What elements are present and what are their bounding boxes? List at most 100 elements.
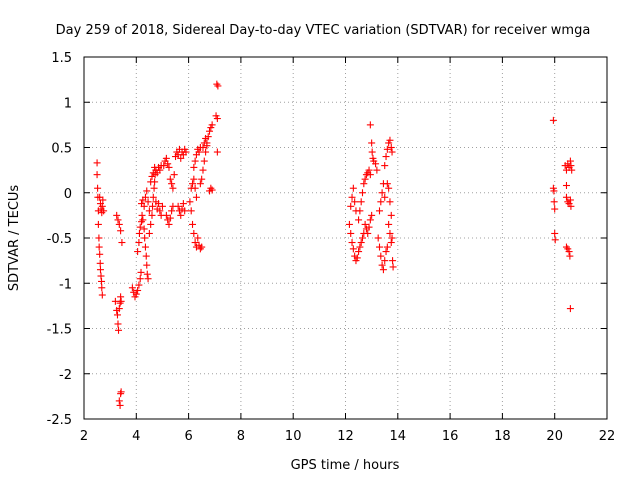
data-point <box>203 142 211 150</box>
y-tick-labels: -2.5 -2 -1.5 -1 -0.5 0 0.5 1 1.5 <box>47 51 72 428</box>
data-point <box>144 275 152 283</box>
data-point <box>149 169 157 177</box>
data-point <box>349 245 357 253</box>
data-point <box>135 229 143 237</box>
data-point <box>387 144 395 151</box>
data-point <box>208 121 216 129</box>
data-point <box>551 236 559 244</box>
data-point <box>141 193 149 201</box>
data-point <box>202 134 210 142</box>
data-point <box>356 243 364 251</box>
data-point <box>140 202 148 210</box>
data-point <box>115 326 123 334</box>
data-point <box>388 148 396 156</box>
data-point <box>162 154 170 162</box>
data-point <box>135 281 143 289</box>
data-point <box>387 239 395 247</box>
data-point <box>95 234 103 242</box>
data-point <box>373 166 381 174</box>
data-point <box>198 243 206 251</box>
data-point <box>115 397 123 405</box>
data-point <box>366 171 374 179</box>
data-point <box>345 220 353 228</box>
data-point <box>566 305 574 313</box>
data-point <box>550 198 558 206</box>
data-point <box>389 263 397 271</box>
x-axis-label: GPS time / hours <box>291 458 400 473</box>
data-point <box>118 239 126 247</box>
data-point <box>116 299 124 307</box>
data-point <box>148 172 156 180</box>
data-point <box>95 243 103 251</box>
data-point <box>382 248 390 256</box>
data-point <box>361 220 369 228</box>
data-point <box>381 193 389 201</box>
data-point <box>365 223 373 231</box>
data-point <box>190 175 198 183</box>
y-tick-label: 1 <box>64 96 72 111</box>
data-point <box>368 139 376 147</box>
x-tick-label: 16 <box>442 429 459 444</box>
x-tick-label: 18 <box>494 429 511 444</box>
data-point <box>375 207 383 215</box>
data-point <box>550 187 558 195</box>
data-point <box>141 234 149 242</box>
data-point <box>386 198 394 206</box>
data-point <box>177 211 185 219</box>
data-point <box>115 305 123 313</box>
data-point <box>379 266 387 274</box>
data-point <box>368 148 376 156</box>
x-tick-label: 6 <box>184 429 192 444</box>
data-point <box>165 220 173 228</box>
data-point <box>383 145 391 153</box>
data-point <box>113 311 121 319</box>
data-point <box>113 211 121 219</box>
data-point <box>386 229 394 237</box>
data-point <box>156 166 164 174</box>
data-point <box>549 116 557 124</box>
data-point <box>378 189 386 197</box>
y-tick-label: -2 <box>59 368 72 383</box>
data-point <box>93 171 101 179</box>
data-point <box>347 229 355 237</box>
data-points <box>93 80 576 409</box>
data-point <box>385 184 393 192</box>
data-point <box>191 184 199 192</box>
data-point <box>156 207 164 215</box>
data-point <box>353 254 361 262</box>
y-tick-label: 0.5 <box>51 142 72 157</box>
data-point <box>143 187 151 195</box>
data-point <box>98 284 106 292</box>
chart-title: Day 259 of 2018, Sidereal Day-to-day VTE… <box>56 23 591 38</box>
data-point <box>214 82 222 90</box>
data-point <box>381 257 389 265</box>
data-point <box>100 207 108 215</box>
data-point <box>132 290 140 298</box>
data-point <box>194 234 202 242</box>
data-point <box>139 216 147 224</box>
data-point <box>96 266 104 274</box>
y-tick-label: -0.5 <box>47 232 72 247</box>
data-point <box>98 202 106 210</box>
y-tick-label: -1.5 <box>47 323 72 338</box>
x-tick-label: 14 <box>390 429 407 444</box>
x-tick-label: 8 <box>237 429 245 444</box>
data-point <box>115 220 123 228</box>
data-point <box>158 202 166 210</box>
data-point <box>192 193 200 201</box>
data-point <box>116 401 124 409</box>
data-point <box>170 171 178 179</box>
x-tick-labels: 2 4 6 8 10 12 14 16 18 20 22 <box>80 429 615 444</box>
y-tick-label: -2.5 <box>47 413 72 428</box>
data-point <box>388 234 396 242</box>
data-point <box>128 284 136 292</box>
data-point <box>145 207 153 215</box>
data-point <box>155 200 163 208</box>
data-point <box>381 162 389 170</box>
data-point <box>169 184 177 192</box>
data-point <box>137 268 145 276</box>
data-point <box>134 286 142 294</box>
data-point <box>202 148 210 156</box>
data-point <box>150 184 158 192</box>
data-point <box>190 229 198 237</box>
